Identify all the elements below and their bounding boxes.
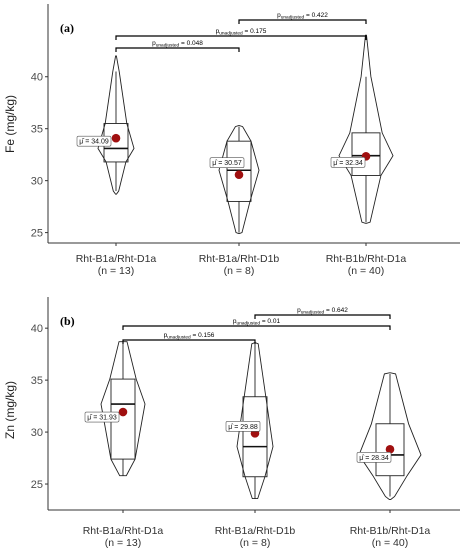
violin-outline (338, 34, 394, 224)
y-tick-label: 30 (31, 176, 43, 188)
p-value-label: punadjusted = 0.156 (164, 332, 215, 341)
iqr-box (375, 423, 405, 477)
iqr-box (226, 140, 252, 202)
x-tick-label: Rht-B1a/Rht-D1a (83, 525, 164, 537)
y-tick-label: 35 (31, 124, 43, 136)
chart-panel-a: 25 30 35 40 Fe (mg/kg) (a) μ̂ = 34.09 Rht-B1a/R… (3, 4, 460, 277)
violin-outline (358, 372, 422, 501)
group-1: μ̂ = 30.57 Rht-B1a/Rht-D1b(n = 8) (199, 125, 280, 277)
x-sample-size-label: (n = 13) (105, 537, 141, 549)
iqr-box (351, 132, 381, 176)
y-tick-label: 35 (31, 375, 43, 387)
group-0: μ̂ = 34.09 Rht-B1a/Rht-D1a(n = 13) (76, 55, 157, 277)
x-sample-size-label: (n = 8) (240, 537, 271, 549)
mean-label: μ̂ = 30.57 (212, 160, 242, 167)
comparison-bracket: punadjusted = 0.175 (115, 28, 367, 40)
group-2: μ̂ = 28.34 Rht-B1b/Rht-D1a(n = 40) (350, 372, 431, 549)
mean-label-box (356, 452, 392, 463)
p-value-label: punadjusted = 0.642 (297, 307, 348, 316)
mean-label-box (84, 411, 120, 423)
x-tick-label: Rht-B1a/Rht-D1a (76, 253, 157, 265)
mean-point (111, 133, 121, 143)
group-1: μ̂ = 29.88 Rht-B1a/Rht-D1b(n = 8) (215, 342, 296, 549)
comparison-bracket: punadjusted = 0.422 (238, 12, 367, 24)
p-value-label: punadjusted = 0.422 (277, 12, 328, 21)
mean-label-box (209, 157, 245, 169)
mean-point (118, 407, 128, 417)
violin-outline (97, 55, 135, 195)
mean-point (234, 170, 244, 180)
p-value-label: punadjusted = 0.175 (216, 28, 267, 37)
comparison-bracket: punadjusted = 0.156 (122, 332, 256, 344)
mean-label: μ̂ = 32.34 (333, 160, 363, 167)
mean-label: μ̂ = 28.34 (359, 455, 389, 462)
p-value-label: punadjusted = 0.048 (152, 40, 203, 49)
mean-point (385, 445, 395, 454)
y-axis-label: Fe (mg/kg) (3, 95, 17, 153)
y-axis-label: Zn (mg/kg) (3, 381, 17, 439)
mean-label-box (225, 421, 261, 432)
p-value-label: punadjusted = 0.01 (233, 318, 281, 327)
group-2: μ̂ = 32.34 Rht-B1b/Rht-D1a(n = 40) (326, 34, 407, 277)
x-tick-label: Rht-B1a/Rht-D1b (215, 525, 296, 537)
mean-label: μ̂ = 31.93 (87, 415, 117, 422)
x-tick-label: Rht-B1b/Rht-D1a (350, 525, 431, 537)
x-tick-label: Rht-B1a/Rht-D1b (199, 253, 280, 265)
y-tick-label: 25 (31, 228, 43, 240)
violin-outline (218, 125, 260, 235)
y-tick-label: 40 (31, 72, 43, 84)
bracket-line (115, 47, 240, 52)
bracket-line (238, 19, 367, 24)
x-sample-size-label: (n = 8) (224, 265, 255, 277)
iqr-box (242, 396, 268, 478)
bracket-line (254, 314, 391, 319)
y-tick-label: 40 (31, 323, 43, 335)
mean-label-box (76, 135, 112, 147)
y-tick-label: 30 (31, 427, 43, 439)
mean-label-box (330, 157, 366, 168)
mean-label: μ̂ = 29.88 (228, 424, 258, 431)
bracket-line (115, 35, 367, 40)
comparison-bracket: punadjusted = 0.642 (254, 307, 391, 319)
chart-panel-b: 25 30 35 40 Zn (mg/kg) (b) μ̂ = 31.93 Rht-B1a/R… (3, 297, 460, 549)
comparison-bracket: punadjusted = 0.048 (115, 40, 240, 52)
x-sample-size-label: (n = 40) (348, 265, 384, 277)
panel-label: (b) (60, 314, 75, 328)
panel-label: (a) (60, 21, 74, 35)
bracket-line (122, 339, 256, 344)
x-tick-label: Rht-B1b/Rht-D1a (326, 253, 407, 265)
x-sample-size-label: (n = 13) (98, 265, 134, 277)
bracket-line (122, 325, 391, 330)
x-sample-size-label: (n = 40) (372, 537, 408, 549)
mean-label: μ̂ = 34.09 (79, 139, 109, 146)
group-0: μ̂ = 31.93 Rht-B1a/Rht-D1a(n = 13) (83, 341, 164, 549)
comparison-bracket: punadjusted = 0.01 (122, 318, 391, 330)
y-tick-label: 25 (31, 479, 43, 491)
